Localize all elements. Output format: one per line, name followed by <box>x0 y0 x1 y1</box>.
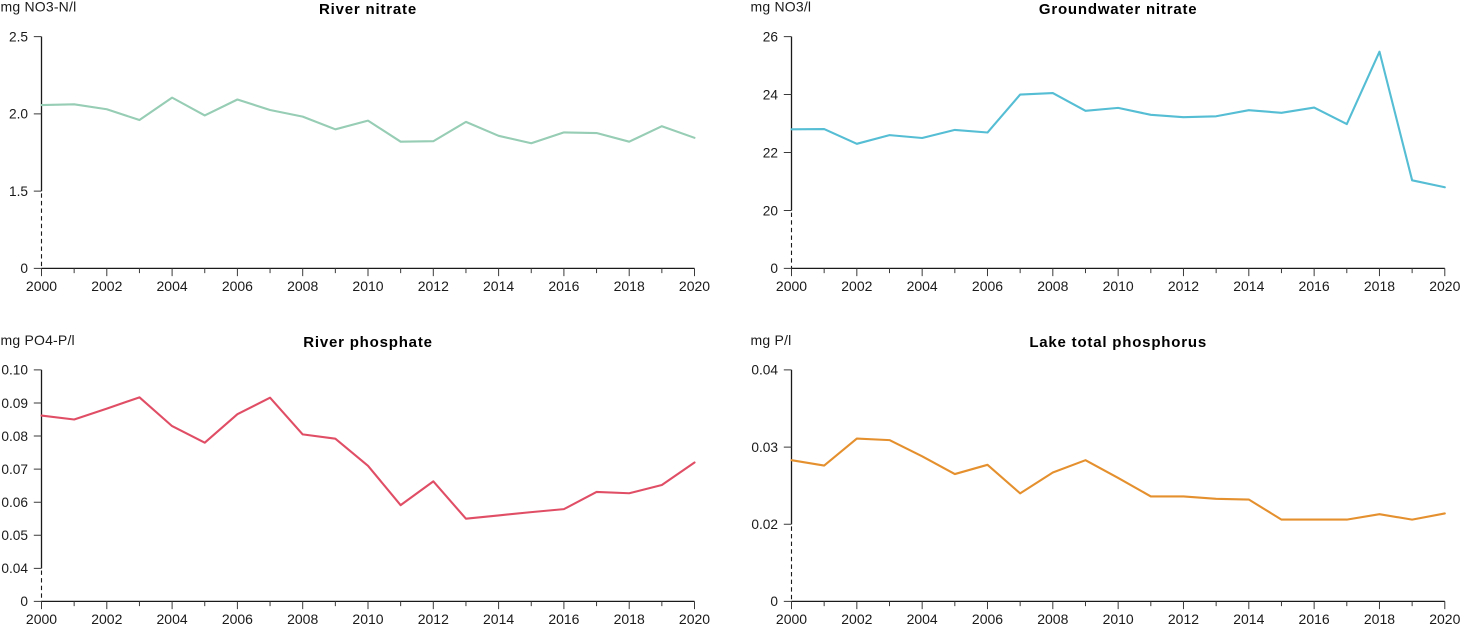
svg-text:0.06: 0.06 <box>1 495 28 510</box>
svg-text:2016: 2016 <box>548 278 579 294</box>
svg-text:2008: 2008 <box>1037 611 1068 627</box>
svg-text:2008: 2008 <box>287 278 318 294</box>
svg-text:2006: 2006 <box>222 611 253 627</box>
svg-text:2004: 2004 <box>157 611 188 627</box>
svg-text:2006: 2006 <box>972 278 1003 294</box>
svg-text:2002: 2002 <box>841 611 872 627</box>
svg-text:mg NO3/l: mg NO3/l <box>751 0 812 15</box>
svg-text:2008: 2008 <box>1037 278 1068 294</box>
svg-text:2.5: 2.5 <box>9 29 28 44</box>
svg-text:2014: 2014 <box>483 278 514 294</box>
svg-text:River nitrate: River nitrate <box>319 1 417 18</box>
svg-text:0.08: 0.08 <box>1 429 28 444</box>
svg-text:2014: 2014 <box>1233 278 1264 294</box>
svg-text:0.10: 0.10 <box>1 363 28 378</box>
svg-text:0.05: 0.05 <box>1 528 28 543</box>
svg-text:2010: 2010 <box>1103 278 1134 294</box>
svg-text:Lake total phosphorus: Lake total phosphorus <box>1029 334 1207 351</box>
svg-text:2014: 2014 <box>1233 611 1264 627</box>
svg-text:2020: 2020 <box>1429 611 1460 627</box>
svg-text:2008: 2008 <box>287 611 318 627</box>
svg-text:0: 0 <box>770 261 778 276</box>
svg-text:24: 24 <box>763 87 779 102</box>
svg-text:mg NO3-N/l: mg NO3-N/l <box>1 0 77 15</box>
svg-text:0.09: 0.09 <box>1 396 28 411</box>
svg-text:2014: 2014 <box>483 611 514 627</box>
svg-text:2020: 2020 <box>679 611 710 627</box>
svg-text:2018: 2018 <box>614 611 645 627</box>
svg-text:0: 0 <box>20 594 28 609</box>
svg-text:0.03: 0.03 <box>751 440 778 455</box>
svg-text:2.0: 2.0 <box>9 107 28 122</box>
svg-text:0: 0 <box>770 594 778 609</box>
svg-text:2016: 2016 <box>1299 611 1330 627</box>
svg-text:26: 26 <box>763 29 779 44</box>
svg-text:2012: 2012 <box>418 278 449 294</box>
svg-text:2018: 2018 <box>1364 278 1395 294</box>
svg-text:2006: 2006 <box>972 611 1003 627</box>
svg-text:2012: 2012 <box>1168 611 1199 627</box>
svg-text:2010: 2010 <box>352 611 383 627</box>
svg-text:2000: 2000 <box>26 611 57 627</box>
svg-text:20: 20 <box>763 203 779 218</box>
svg-text:mg PO4-P/l: mg PO4-P/l <box>1 332 75 348</box>
svg-text:2000: 2000 <box>776 611 807 627</box>
svg-text:2002: 2002 <box>841 278 872 294</box>
svg-text:2020: 2020 <box>679 278 710 294</box>
svg-text:2004: 2004 <box>907 611 938 627</box>
svg-text:River phosphate: River phosphate <box>303 334 433 351</box>
svg-text:2016: 2016 <box>1299 278 1330 294</box>
svg-text:Groundwater nitrate: Groundwater nitrate <box>1039 1 1198 18</box>
svg-text:2010: 2010 <box>352 278 383 294</box>
svg-text:2000: 2000 <box>26 278 57 294</box>
svg-text:0.02: 0.02 <box>751 517 778 532</box>
svg-text:0: 0 <box>20 261 28 276</box>
svg-text:2002: 2002 <box>91 278 122 294</box>
svg-text:mg P/l: mg P/l <box>751 332 792 348</box>
svg-text:2018: 2018 <box>1364 611 1395 627</box>
svg-text:2004: 2004 <box>907 278 938 294</box>
svg-text:2006: 2006 <box>222 278 253 294</box>
svg-text:2004: 2004 <box>157 278 188 294</box>
svg-text:22: 22 <box>763 145 778 160</box>
svg-text:2010: 2010 <box>1103 611 1134 627</box>
svg-text:0.04: 0.04 <box>1 561 28 576</box>
svg-text:0.07: 0.07 <box>1 462 28 477</box>
svg-text:2020: 2020 <box>1429 278 1460 294</box>
svg-text:2002: 2002 <box>91 611 122 627</box>
svg-text:2018: 2018 <box>614 278 645 294</box>
svg-text:1.5: 1.5 <box>9 184 28 199</box>
svg-text:0.04: 0.04 <box>751 363 778 378</box>
svg-text:2016: 2016 <box>548 611 579 627</box>
svg-text:2000: 2000 <box>776 278 807 294</box>
svg-text:2012: 2012 <box>1168 278 1199 294</box>
svg-text:2012: 2012 <box>418 611 449 627</box>
